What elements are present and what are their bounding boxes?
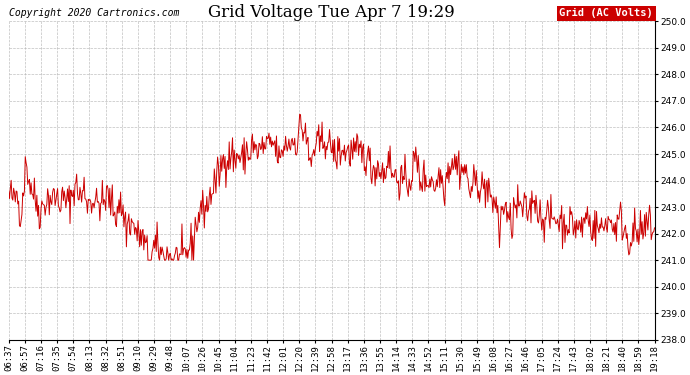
Text: Grid (AC Volts): Grid (AC Volts)	[560, 8, 653, 18]
Text: Copyright 2020 Cartronics.com: Copyright 2020 Cartronics.com	[9, 8, 179, 18]
Title: Grid Voltage Tue Apr 7 19:29: Grid Voltage Tue Apr 7 19:29	[208, 4, 455, 21]
